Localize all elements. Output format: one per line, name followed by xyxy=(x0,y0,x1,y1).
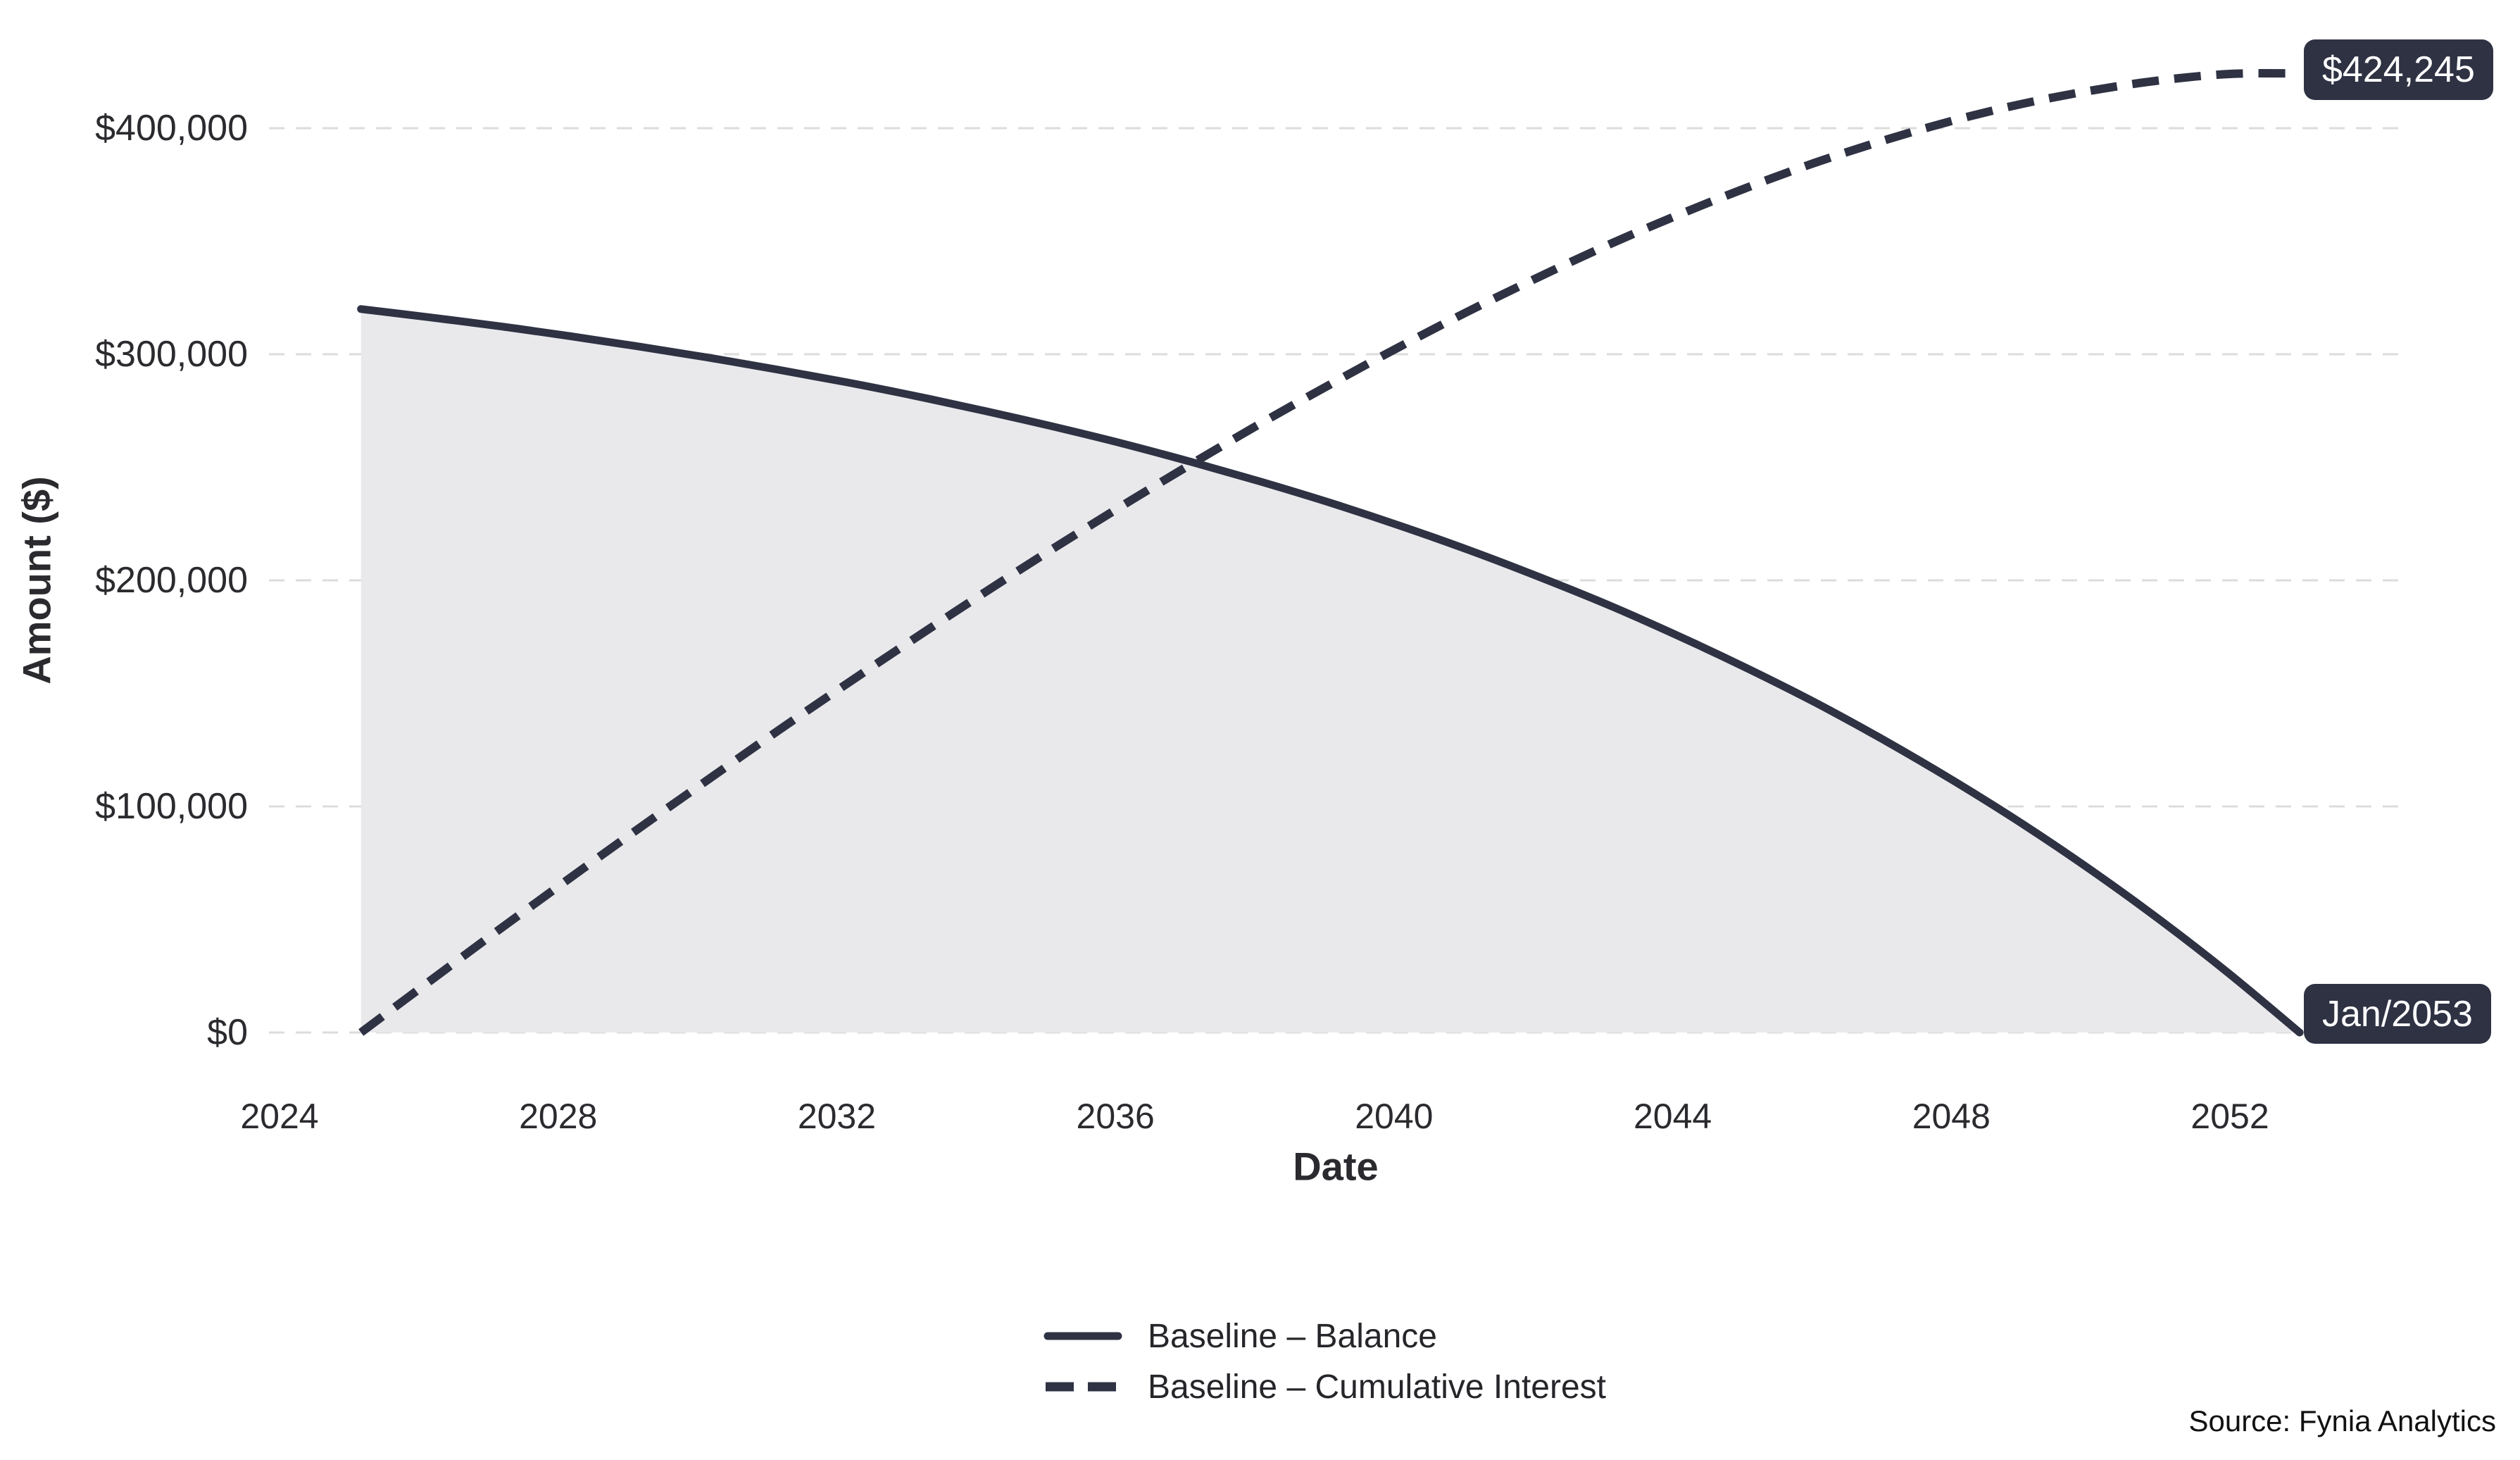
y-tick-label: $0 xyxy=(207,1012,248,1053)
legend-label-balance: Baseline – Balance xyxy=(1148,1317,1437,1355)
solid-line-swatch-icon xyxy=(1043,1332,1122,1340)
annotation-payoff-date: Jan/2053 xyxy=(2304,984,2491,1044)
y-tick-label: $300,000 xyxy=(95,334,248,375)
x-tick-label: 2036 xyxy=(1076,1097,1155,1136)
y-tick-label: $100,000 xyxy=(95,786,248,827)
x-tick-label: 2028 xyxy=(519,1097,598,1136)
balance-area-fill xyxy=(361,308,2300,1032)
x-tick-label: 2052 xyxy=(2190,1097,2269,1136)
x-tick-label: 2024 xyxy=(240,1097,319,1136)
cumulative-interest-line xyxy=(358,69,2300,1036)
y-axis-title: Amount ($) xyxy=(14,476,59,685)
balance-line xyxy=(357,305,2304,1037)
legend-item-cumulative-interest: Baseline – Cumulative Interest xyxy=(1043,1368,1606,1406)
legend: Baseline – Balance Baseline – Cumulative… xyxy=(1043,1317,1606,1406)
legend-item-balance: Baseline – Balance xyxy=(1043,1317,1606,1355)
x-tick-label: 2040 xyxy=(1355,1097,1434,1136)
source-note: Source: Fynia Analytics xyxy=(2188,1404,2496,1437)
y-tick-label: $400,000 xyxy=(95,108,248,149)
legend-label-cumulative-interest: Baseline – Cumulative Interest xyxy=(1148,1368,1606,1406)
x-tick-label: 2032 xyxy=(797,1097,877,1136)
x-axis-title: Date xyxy=(1293,1144,1379,1189)
x-tick-label: 2048 xyxy=(1912,1097,1991,1136)
annotation-total-interest: $424,245 xyxy=(2304,39,2493,100)
y-tick-label: $200,000 xyxy=(95,560,248,601)
dashed-line-swatch-icon xyxy=(1046,1382,1120,1392)
x-tick-label: 2044 xyxy=(1633,1097,1712,1136)
